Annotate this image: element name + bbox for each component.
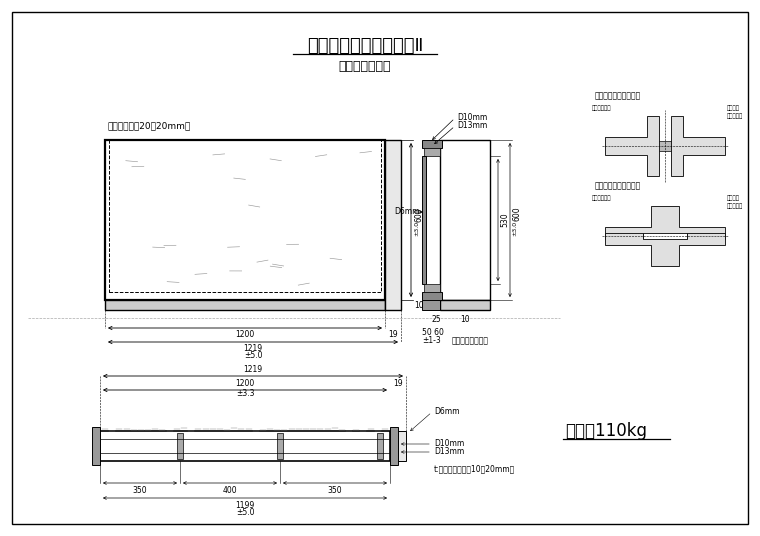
Bar — [424, 284, 440, 292]
Bar — [422, 292, 442, 300]
Polygon shape — [605, 116, 659, 176]
Polygon shape — [671, 116, 725, 176]
Text: 接合部詳細図（上下）: 接合部詳細図（上下） — [595, 182, 641, 190]
Bar — [377, 433, 383, 459]
Text: D6mm: D6mm — [394, 207, 420, 217]
Text: D13mm: D13mm — [457, 122, 487, 130]
Text: 1219: 1219 — [243, 365, 262, 374]
Bar — [105, 140, 385, 300]
Polygon shape — [605, 206, 725, 239]
Bar — [92, 427, 100, 465]
Text: 1200: 1200 — [236, 379, 255, 388]
Text: ±3.3: ±3.3 — [236, 389, 255, 398]
Text: ±3.0: ±3.0 — [512, 220, 517, 235]
Bar — [100, 431, 390, 461]
Bar — [424, 148, 440, 156]
Text: 50 60: 50 60 — [422, 328, 444, 337]
Text: 350: 350 — [133, 486, 147, 495]
Text: 1199: 1199 — [236, 501, 255, 510]
Text: 1219: 1219 — [243, 344, 262, 353]
Bar — [659, 141, 671, 151]
Bar — [277, 433, 283, 459]
Text: D13mm: D13mm — [434, 448, 464, 457]
Text: 400: 400 — [223, 486, 237, 495]
Text: t:表面部（凸凹、10～20mm）: t:表面部（凸凹、10～20mm） — [434, 465, 515, 473]
Text: 切面塗り: 切面塗り — [727, 195, 740, 201]
Text: 25: 25 — [431, 315, 441, 324]
Text: 1200: 1200 — [236, 330, 255, 339]
Text: スーパーコンパネくんⅡ: スーパーコンパネくんⅡ — [307, 37, 423, 55]
Text: 切面塗り: 切面塗り — [727, 105, 740, 111]
Bar — [422, 140, 442, 148]
Text: コーキング: コーキング — [727, 113, 743, 119]
Text: 530: 530 — [500, 213, 509, 227]
Text: 接合部断面図（左右）: 接合部断面図（左右） — [595, 92, 641, 101]
Text: 10: 10 — [414, 301, 423, 309]
Bar — [385, 140, 401, 310]
Text: （意匠タイプ）: （意匠タイプ） — [339, 59, 391, 72]
Text: 600: 600 — [512, 207, 521, 221]
Bar — [422, 156, 426, 284]
Bar — [440, 140, 490, 300]
Text: 19: 19 — [388, 330, 397, 339]
Text: D10mm: D10mm — [457, 114, 487, 123]
Text: ±5.0: ±5.0 — [236, 508, 255, 517]
Bar — [105, 300, 385, 310]
Text: D6mm: D6mm — [434, 406, 460, 415]
Text: 重量　110kg: 重量 110kg — [565, 422, 647, 440]
Bar — [440, 300, 490, 310]
Text: D10mm: D10mm — [434, 440, 464, 449]
Bar — [177, 433, 183, 459]
Bar — [109, 140, 381, 292]
Text: 600: 600 — [414, 207, 423, 222]
Text: ±5.0: ±5.0 — [244, 351, 262, 360]
Polygon shape — [605, 233, 725, 266]
Bar — [422, 300, 440, 310]
Text: ±3.0: ±3.0 — [414, 220, 419, 235]
Text: 表面塗料下地: 表面塗料下地 — [592, 105, 612, 111]
Text: ±1-3: ±1-3 — [422, 336, 441, 345]
Text: 10: 10 — [461, 315, 470, 324]
Text: 表面部（凹凸20～20mm）: 表面部（凹凸20～20mm） — [107, 121, 190, 130]
Bar — [390, 427, 398, 465]
Text: 350: 350 — [328, 486, 342, 495]
Bar — [398, 431, 406, 461]
Text: エポキシ錈止塗料: エポキシ錈止塗料 — [452, 336, 489, 345]
Text: 19: 19 — [393, 379, 403, 388]
Text: 表面塗料下地: 表面塗料下地 — [592, 195, 612, 201]
Text: コーキング: コーキング — [727, 203, 743, 209]
